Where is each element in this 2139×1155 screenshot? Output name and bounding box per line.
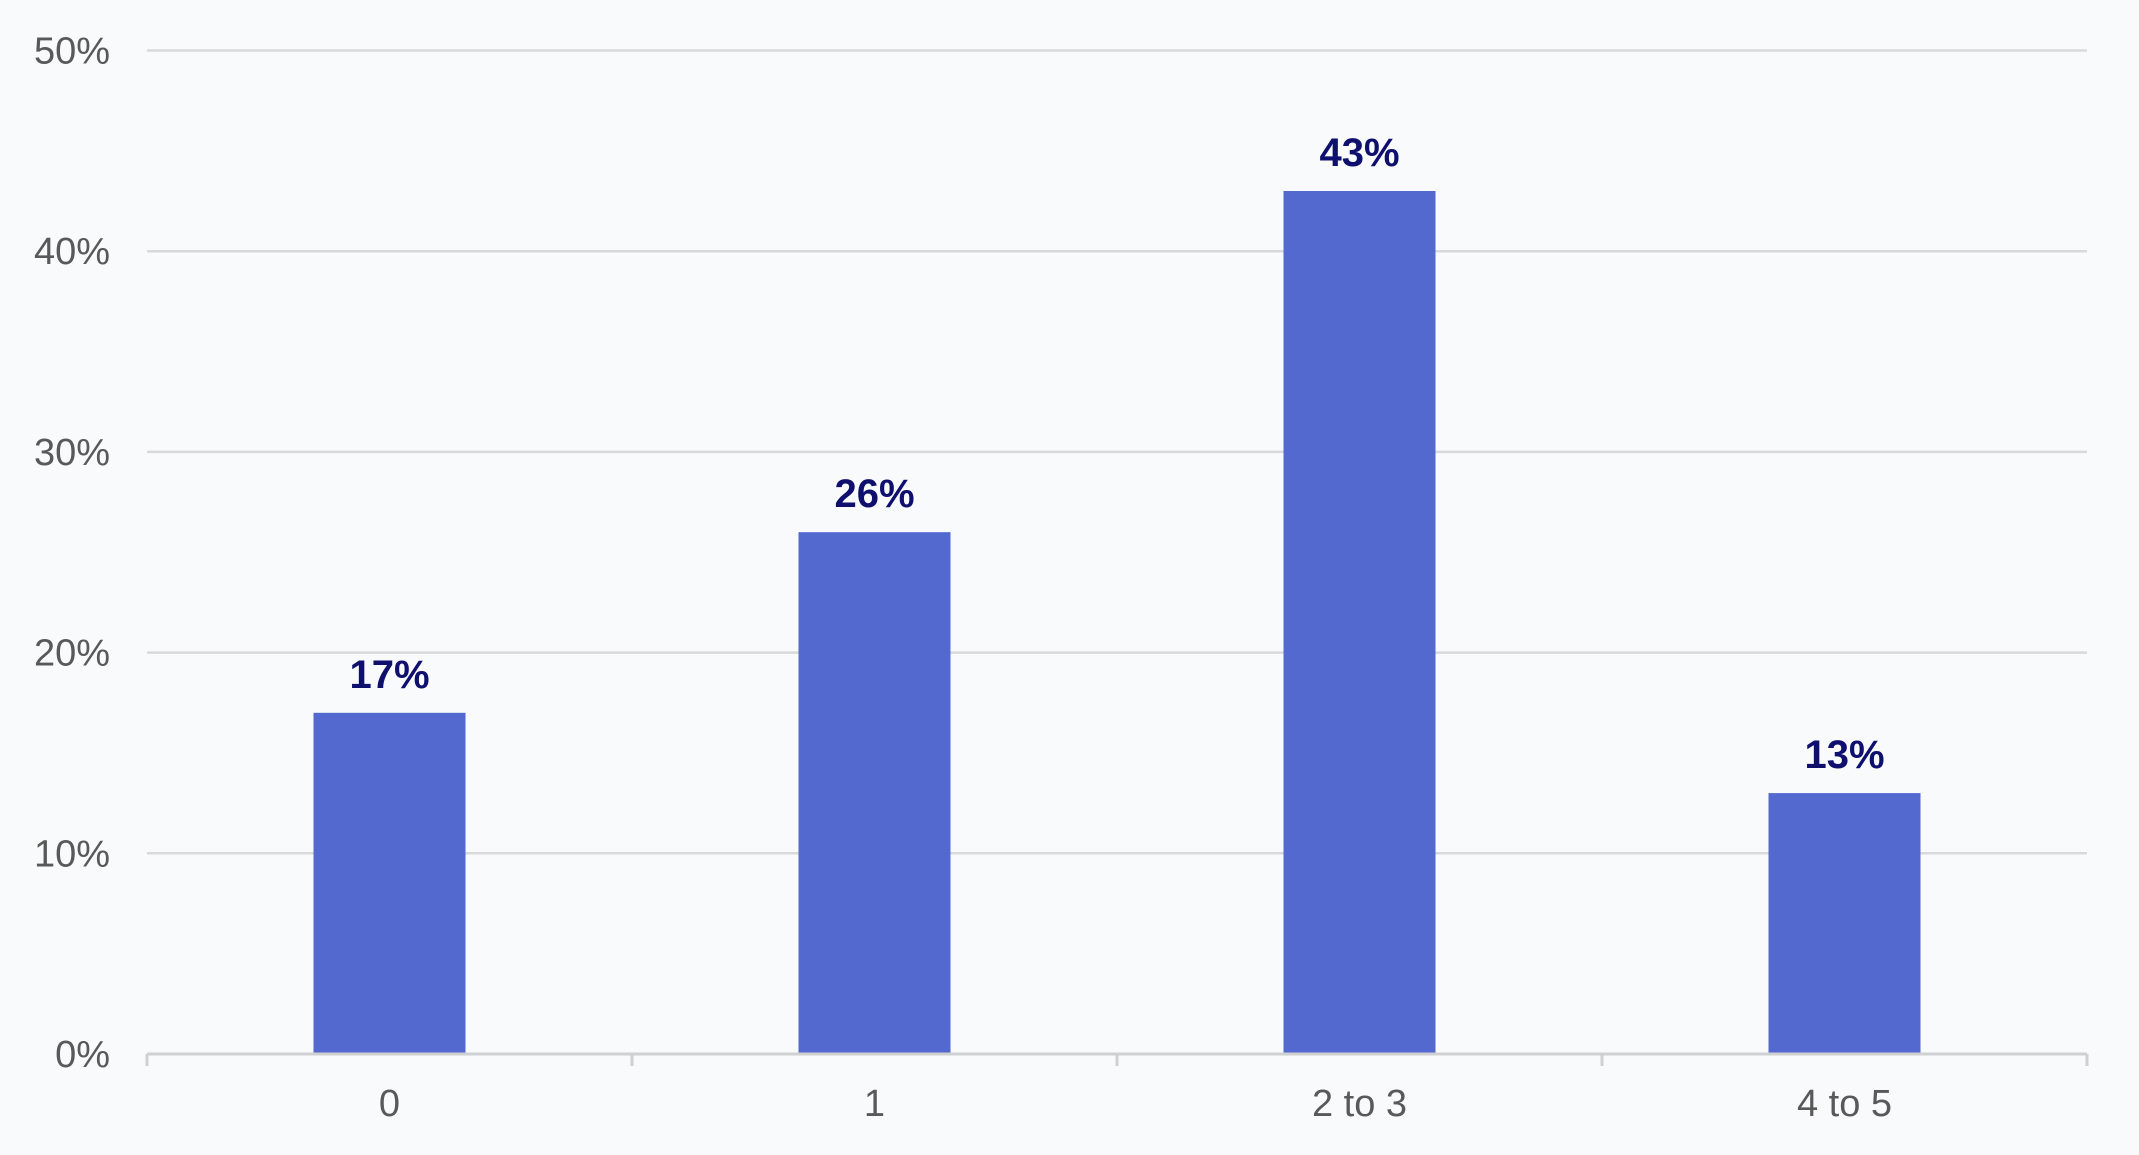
y-tick-label: 10% xyxy=(34,833,110,875)
x-tick-label: 4 to 5 xyxy=(1797,1083,1892,1125)
bars xyxy=(313,190,1921,1055)
y-tick-label: 20% xyxy=(34,633,110,675)
bar-2-to-3 xyxy=(1283,190,1436,1055)
data-label: 43% xyxy=(1319,131,1399,175)
data-label: 26% xyxy=(834,472,914,516)
gridlines xyxy=(147,49,2087,855)
x-axis: 0 1 2 to 3 4 to 5 xyxy=(145,1052,2089,1125)
y-tick-label: 0% xyxy=(55,1034,110,1076)
x-tick-label: 0 xyxy=(379,1083,400,1125)
data-label: 13% xyxy=(1804,733,1884,777)
x-tick-label: 2 to 3 xyxy=(1312,1083,1407,1125)
y-axis-ticks: 0% 10% 20% 30% 40% 50% xyxy=(34,31,110,1077)
y-tick-label: 30% xyxy=(34,432,110,474)
bar-0 xyxy=(313,712,466,1054)
data-labels: 17% 26% 43% 13% xyxy=(349,131,1884,777)
y-tick-label: 40% xyxy=(34,231,110,273)
data-label: 17% xyxy=(349,653,429,697)
bar-1 xyxy=(798,532,951,1054)
bar-4-to-5 xyxy=(1768,793,1921,1054)
y-tick-label: 50% xyxy=(34,31,110,73)
x-tick-label: 1 xyxy=(864,1083,885,1125)
